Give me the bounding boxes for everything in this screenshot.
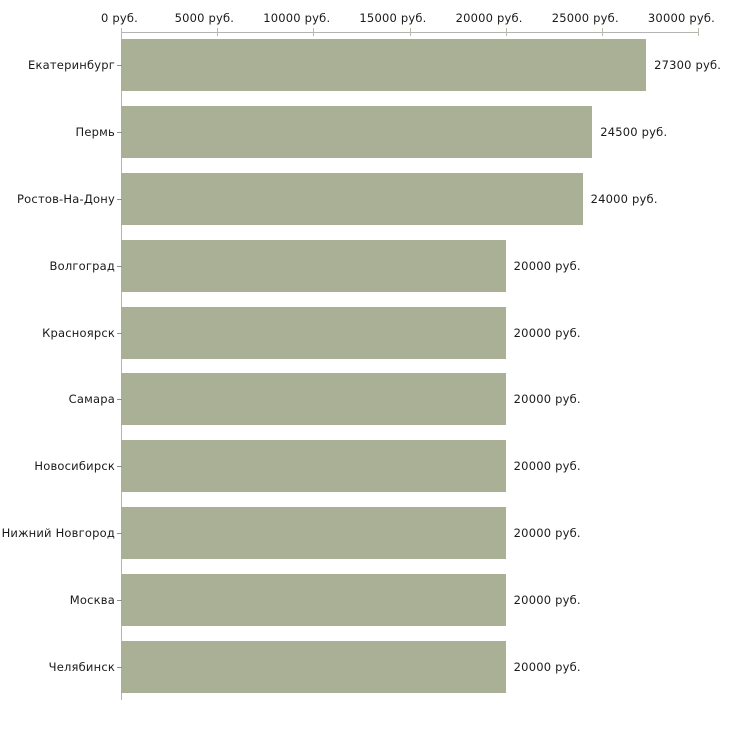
y-axis-tick (117, 466, 122, 467)
bar[interactable] (121, 640, 506, 693)
y-axis-category-labels: Екатеринбург Пермь Ростов-На-Дону Волгоград… (0, 0, 115, 730)
x-axis-tick-label: 5000 руб. (174, 11, 235, 25)
bar-value-label: 24500 руб. (600, 125, 668, 140)
bar-value-label: 20000 руб. (513, 258, 581, 273)
x-axis-tick-label: 10000 руб. (263, 11, 331, 25)
bar-value-label: 20000 руб. (513, 592, 581, 607)
category-label: Пермь (75, 125, 115, 140)
bar[interactable] (121, 106, 593, 159)
bar-value-label: 27300 руб. (654, 58, 722, 73)
y-axis-tick (117, 266, 122, 267)
category-label: Ростов-На-Дону (17, 192, 115, 206)
category-label: Москва (69, 592, 115, 607)
y-axis-tick (117, 132, 122, 133)
x-axis-tick (505, 28, 507, 36)
x-axis-tick-label: 25000 руб. (551, 11, 619, 25)
x-axis-tick (409, 28, 411, 36)
x-axis-tick (698, 28, 699, 36)
y-axis-tick (117, 399, 122, 400)
y-axis-tick (117, 533, 122, 534)
x-axis-tick-label: 0 руб. (100, 11, 138, 25)
bar-value-label: 24000 руб. (590, 192, 658, 206)
category-label: Екатеринбург (28, 58, 115, 73)
category-label: Челябинск (48, 659, 115, 674)
category-label: Красноярск (42, 325, 115, 340)
bar[interactable] (121, 39, 647, 92)
y-axis-tick (117, 600, 122, 601)
x-axis-tick (313, 28, 315, 36)
bar[interactable] (121, 239, 506, 292)
bar[interactable] (121, 172, 583, 226)
bar-value-label: 20000 руб. (513, 325, 581, 340)
bar-value-label: 20000 руб. (513, 526, 581, 540)
bar[interactable] (121, 573, 506, 626)
bar[interactable] (121, 440, 506, 493)
bar-value-label: 20000 руб. (513, 392, 581, 407)
bar[interactable] (121, 506, 506, 560)
y-axis-tick (117, 333, 122, 334)
y-axis-tick (117, 667, 122, 668)
category-label: Волгоград (49, 258, 115, 273)
x-axis-tick (601, 28, 603, 36)
plot-area (121, 32, 698, 700)
y-axis-tick (117, 199, 122, 200)
bar-value-label: 20000 руб. (513, 459, 581, 474)
bar[interactable] (121, 306, 506, 359)
x-axis-tick-label: 20000 руб. (455, 11, 523, 25)
category-label: Новосибирск (34, 459, 115, 474)
x-axis-tick (121, 28, 122, 36)
bar[interactable] (121, 373, 506, 426)
bar-value-label: 20000 руб. (513, 659, 581, 674)
x-axis-tick (217, 28, 219, 36)
category-label: Самара (68, 392, 115, 407)
x-axis-tick-label: 15000 руб. (359, 11, 427, 25)
y-axis-tick (117, 65, 122, 66)
x-axis-tick-label: 30000 руб. (647, 11, 715, 25)
category-label: Нижний Новгород (1, 526, 115, 540)
y-axis-line (121, 32, 122, 700)
